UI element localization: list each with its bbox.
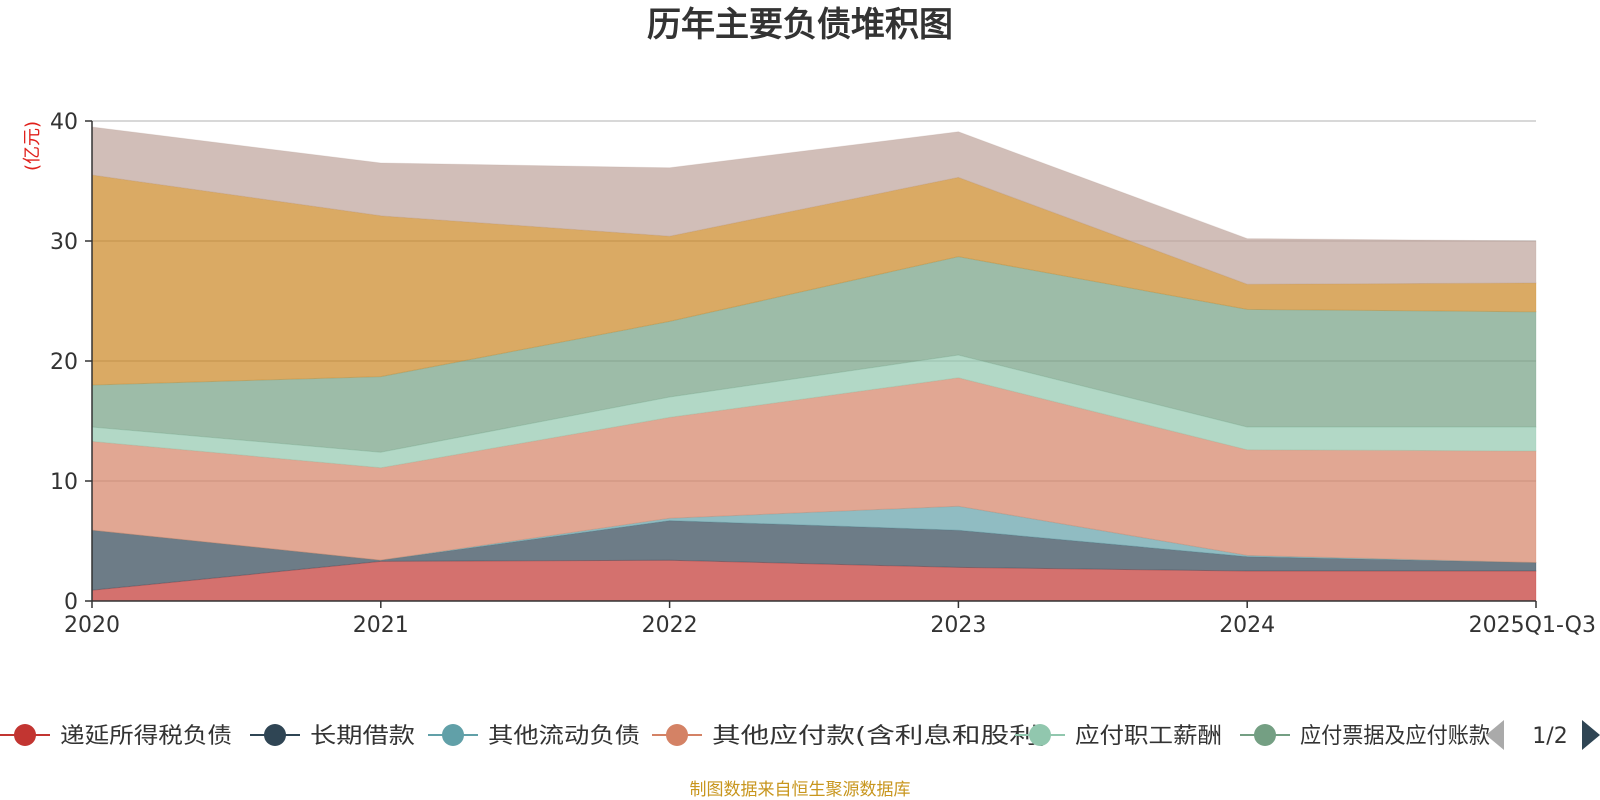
- legend-label-1: 长期借款: [310, 724, 415, 749]
- legend-label-4: 应付职工薪酬: [1075, 724, 1222, 749]
- stacked-area-layer: [91, 126, 1537, 602]
- x-tick-label-2: 2022: [642, 613, 698, 638]
- legend-label-5: 应付票据及应付账款: [1300, 724, 1490, 749]
- legend-next-arrow-icon[interactable]: [1582, 720, 1600, 750]
- legend: 递延所得税负债 长期借款 其他流动负债 其他应付款(含利息和股利) 应付职工薪酬 应付票据…: [0, 720, 1600, 750]
- x-tick-label-0: 2020: [64, 613, 120, 638]
- legend-marker-2: [442, 724, 464, 746]
- axes: 0 10 20 30 40 2020 2021 2022 2023 2024 2025Q1-Q3: [50, 110, 1596, 638]
- legend-marker-4: [1029, 724, 1051, 746]
- legend-item-2[interactable]: 其他流动负债: [428, 724, 640, 749]
- legend-marker-0: [14, 724, 36, 746]
- legend-label-2: 其他流动负债: [488, 724, 640, 749]
- x-tick-label-1: 2021: [353, 613, 409, 638]
- legend-marker-3: [666, 724, 688, 746]
- legend-item-1[interactable]: 长期借款: [250, 724, 415, 749]
- legend-label-0: 递延所得税负债: [60, 724, 232, 749]
- x-tick-label-4: 2024: [1219, 613, 1275, 638]
- y-tick-label-0: 0: [64, 590, 78, 615]
- legend-item-5[interactable]: 应付票据及应付账款: [1240, 724, 1490, 749]
- legend-marker-1: [264, 724, 286, 746]
- area-series-7[interactable]: [91, 126, 1537, 285]
- y-tick-label-1: 10: [50, 470, 78, 495]
- y-tick-label-3: 30: [50, 230, 78, 255]
- legend-item-3[interactable]: 其他应付款(含利息和股利): [652, 724, 1049, 749]
- legend-page-indicator: 1/2: [1532, 724, 1567, 749]
- legend-item-0[interactable]: 递延所得税负债: [0, 724, 232, 749]
- legend-item-4[interactable]: 应付职工薪酬: [1015, 724, 1222, 749]
- x-tick-label-5: 2025Q1-Q3: [1469, 613, 1596, 638]
- source-note: 制图数据来自恒生聚源数据库: [690, 780, 911, 800]
- y-tick-label-2: 20: [50, 350, 78, 375]
- legend-marker-5: [1254, 724, 1276, 746]
- chart-title: 历年主要负债堆积图: [647, 5, 953, 45]
- x-tick-label-3: 2023: [930, 613, 986, 638]
- legend-prev-arrow-icon[interactable]: [1486, 720, 1504, 750]
- y-tick-label-4: 40: [50, 110, 78, 135]
- legend-label-3: 其他应付款(含利息和股利): [712, 724, 1049, 749]
- y-axis-unit-label: (亿元): [22, 121, 43, 171]
